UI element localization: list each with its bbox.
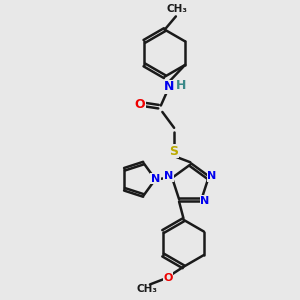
Text: CH₃: CH₃ (136, 284, 158, 294)
Text: N: N (164, 80, 174, 94)
Text: O: O (164, 273, 173, 283)
Text: N: N (200, 196, 210, 206)
Text: N: N (164, 171, 173, 181)
Text: N: N (151, 174, 160, 184)
Text: H: H (176, 79, 187, 92)
Text: CH₃: CH₃ (167, 4, 188, 14)
Text: O: O (134, 98, 145, 111)
Text: S: S (169, 145, 178, 158)
Text: N: N (207, 171, 217, 181)
